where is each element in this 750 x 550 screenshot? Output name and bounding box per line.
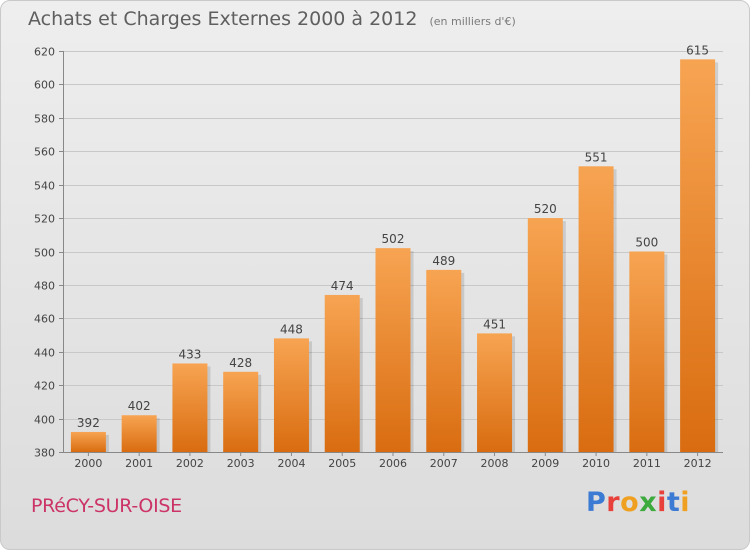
bar <box>578 166 614 452</box>
bar <box>629 251 665 452</box>
y-tick-label: 520 <box>34 213 55 226</box>
x-tick-label: 2003 <box>227 457 255 470</box>
x-tick-label: 2009 <box>531 457 559 470</box>
data-label: 489 <box>432 254 455 268</box>
x-tick-label: 2008 <box>481 457 509 470</box>
x-tick-label: 2002 <box>176 457 204 470</box>
x-tick-label: 2005 <box>328 457 356 470</box>
bars-layer <box>70 59 719 453</box>
y-tick-label: 620 <box>34 46 55 59</box>
title-text: Achats et Charges Externes 2000 à 2012 <box>28 8 418 30</box>
y-tick-label: 440 <box>34 347 55 360</box>
data-label: 433 <box>178 347 201 361</box>
bar <box>426 269 462 452</box>
y-tick-label: 420 <box>34 380 55 393</box>
x-tick-label: 2010 <box>582 457 610 470</box>
x-tick-label: 2004 <box>277 457 305 470</box>
data-label: 502 <box>382 232 405 246</box>
brand-letter: r <box>606 487 621 518</box>
bar <box>680 59 716 453</box>
brand-letter: x <box>639 487 658 518</box>
data-label: 402 <box>128 399 151 413</box>
bar <box>324 294 360 452</box>
data-label: 500 <box>635 236 658 250</box>
x-tick-label: 2000 <box>74 457 102 470</box>
axis-layer: 380 400 420 440 460 480 500 520 540 560 580 600 620 2… <box>34 46 723 470</box>
chart-title: Achats et Charges Externes 2000 à 2012 (e… <box>28 8 516 30</box>
unit-label: (en milliers d'€) <box>429 15 516 28</box>
y-tick-label: 500 <box>34 247 55 260</box>
y-tick-label: 460 <box>34 313 55 326</box>
y-tick-label: 600 <box>34 79 55 92</box>
y-tick-label: 380 <box>34 447 55 460</box>
brand-letter: i <box>657 487 667 518</box>
bar <box>273 338 309 452</box>
bar <box>527 218 563 452</box>
city-name: PRéCY-SUR-OISE <box>31 495 182 517</box>
data-label: 520 <box>534 202 557 216</box>
y-tick-label: 580 <box>34 113 55 126</box>
brand-letter: P <box>586 487 607 518</box>
bar <box>121 415 157 452</box>
x-tick-label: 2006 <box>379 457 407 470</box>
x-tick-label: 2001 <box>125 457 153 470</box>
bar <box>172 363 208 452</box>
bar <box>223 371 259 452</box>
data-label: 451 <box>483 317 506 331</box>
y-tick-label: 480 <box>34 280 55 293</box>
bar <box>70 431 106 452</box>
y-tick-label: 400 <box>34 414 55 427</box>
y-tick-label: 540 <box>34 180 55 193</box>
y-tick-label: 560 <box>34 146 55 159</box>
brand-logo: Proxiti <box>586 487 690 518</box>
brand-letter: t <box>666 487 681 518</box>
bar <box>375 248 411 452</box>
x-tick-label: 2007 <box>430 457 458 470</box>
data-label: 392 <box>77 416 100 430</box>
x-tick-label: 2012 <box>684 457 712 470</box>
brand-letter: i <box>680 487 691 518</box>
data-label: 551 <box>585 150 608 164</box>
data-label: 474 <box>331 279 354 293</box>
labels-layer: 392 402 433 428 448 474 502 489 451 520 551 500 615 <box>77 43 709 430</box>
data-label: 448 <box>280 322 303 336</box>
x-tick-label: 2011 <box>633 457 661 470</box>
bar <box>477 333 513 452</box>
data-label: 428 <box>229 356 252 370</box>
data-label: 615 <box>686 43 709 57</box>
brand-letter: o <box>620 487 640 518</box>
